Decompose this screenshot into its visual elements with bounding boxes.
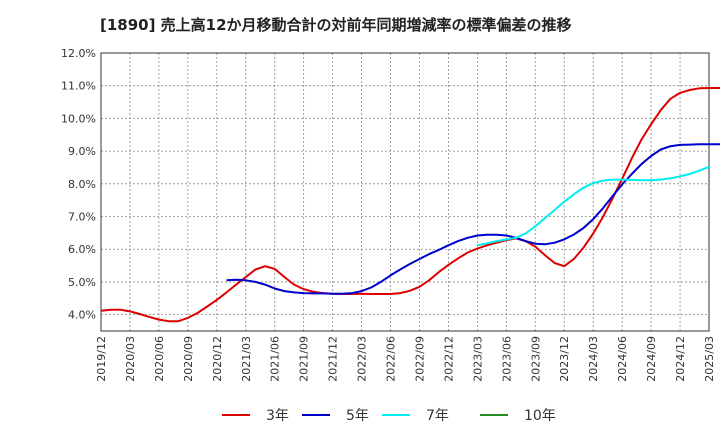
legend-label: 3年: [266, 408, 289, 424]
legend: 3年 5年 7年 10年: [222, 408, 556, 424]
x-tick-label: 2021/12: [327, 336, 340, 382]
grid-lines: [101, 52, 709, 331]
y-tick-label: 8.0%: [68, 178, 96, 191]
x-tick-label: 2021/03: [240, 336, 253, 382]
x-tick-label: 2023/09: [529, 336, 542, 382]
y-tick-label: 6.0%: [68, 243, 96, 256]
x-tick-label: 2022/12: [442, 336, 455, 382]
y-tick-label: 9.0%: [68, 145, 96, 158]
series-line-7年: [477, 165, 710, 247]
x-tick-label: 2023/06: [500, 336, 513, 382]
legend-label: 10年: [524, 408, 556, 424]
x-tick-label: 2024/06: [616, 336, 629, 382]
series-lines: [100, 87, 720, 323]
y-tick-label: 5.0%: [68, 276, 96, 289]
x-tick-label: 2020/03: [124, 336, 137, 382]
y-tick-label: 12.0%: [61, 47, 96, 60]
legend-label: 7年: [426, 408, 449, 424]
y-axis: 4.0% 5.0% 6.0% 7.0% 8.0% 9.0% 10.0% 11.0% 12.0%: [61, 47, 96, 322]
x-tick-label: 2019/12: [95, 336, 108, 382]
x-tick-label: 2025/03: [703, 336, 716, 382]
chart-title: [1890] 売上高12か月移動合計の対前年同期増減率の標準偏差の推移: [100, 16, 572, 34]
x-tick-label: 2021/06: [269, 336, 282, 382]
x-tick-label: 2023/03: [471, 336, 484, 382]
series-line-3年: [100, 87, 720, 323]
x-tick-label: 2022/06: [385, 336, 398, 382]
x-tick-label: 2024/12: [674, 336, 687, 382]
x-tick-label: 2022/03: [356, 336, 369, 382]
plot-frame: [100, 52, 710, 332]
x-tick-label: 2020/09: [182, 336, 195, 382]
legend-label: 5年: [346, 408, 369, 424]
y-tick-label: 7.0%: [68, 211, 96, 224]
x-tick-label: 2024/03: [587, 336, 600, 382]
x-tick-label: 2021/09: [298, 336, 311, 382]
x-tick-label: 2022/09: [413, 336, 426, 382]
x-axis: 2019/12 2020/03 2020/06 2020/09 2020/12 2021/…: [95, 336, 716, 382]
y-tick-label: 10.0%: [61, 112, 96, 125]
x-tick-label: 2020/12: [211, 336, 224, 382]
x-tick-label: 2020/06: [153, 336, 166, 382]
series-line-5年: [226, 143, 720, 295]
x-tick-label: 2023/12: [558, 336, 571, 382]
y-tick-label: 4.0%: [68, 309, 96, 322]
x-tick-label: 2024/09: [645, 336, 658, 382]
y-tick-label: 11.0%: [61, 80, 96, 93]
